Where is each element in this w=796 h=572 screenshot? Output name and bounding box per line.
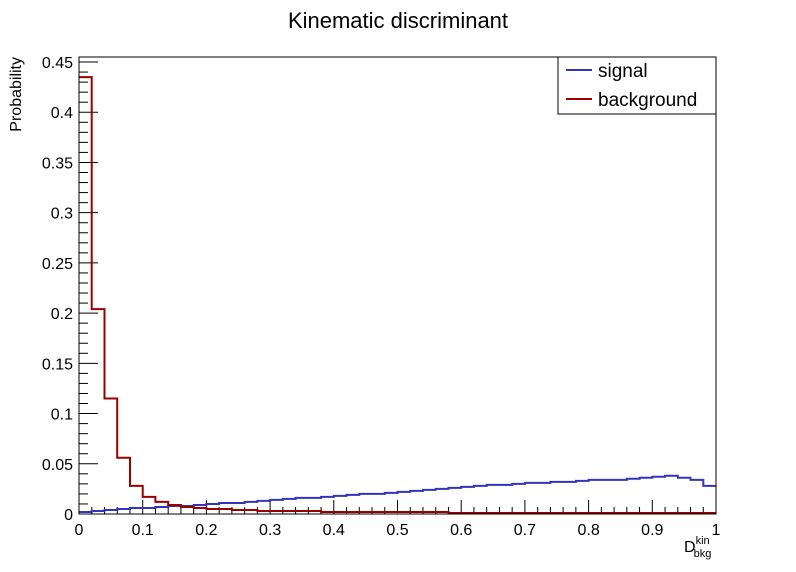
x-tick-label: 0.9 (641, 522, 663, 539)
y-axis-label: Probability (8, 57, 25, 132)
x-tick-label: 0.5 (386, 522, 408, 539)
y-tick-label: 0.05 (42, 457, 73, 474)
x-tick-label: 0.7 (514, 522, 536, 539)
legend-label-signal: signal (598, 61, 648, 82)
y-tick-label: 0.45 (42, 55, 73, 72)
y-tick-label: 0.3 (51, 206, 73, 223)
legend-label-background: background (598, 90, 697, 111)
series-group (79, 76, 716, 514)
x-axis-label-main: D (684, 539, 696, 556)
x-axis-label-subscript: bkg (694, 548, 712, 560)
y-tick-label: 0 (64, 507, 73, 524)
x-tick-label: 0.4 (323, 522, 345, 539)
tick-labels: 0 0.1 0.2 0.3 0.4 0.5 0.6 0.7 0.8 0.9 1 0 0.05 0.1 0.1… (42, 55, 721, 539)
chart-title: Kinematic discriminant (288, 8, 508, 33)
x-tick-label: 0.6 (450, 522, 472, 539)
x-tick-label: 1 (712, 522, 721, 539)
y-tick-label: 0.2 (51, 306, 73, 323)
y-tick-label: 0.1 (51, 407, 73, 424)
legend-box (557, 56, 717, 115)
x-tick-label: 0 (75, 522, 84, 539)
x-tick-label: 0.8 (577, 522, 599, 539)
y-tick-label: 0.35 (42, 155, 73, 172)
y-tick-label: 0.15 (42, 356, 73, 373)
x-axis-label-superscript: kin (696, 535, 710, 547)
y-tick-label: 0.4 (51, 105, 73, 122)
legend: signal background (557, 56, 717, 115)
x-tick-label: 0.1 (132, 522, 154, 539)
axis-ticks (78, 61, 717, 515)
x-axis-label: Dkin bkg (684, 535, 711, 560)
series-line-background (79, 76, 716, 514)
x-tick-label: 0.3 (259, 522, 281, 539)
y-tick-label: 0.25 (42, 256, 73, 273)
x-tick-label: 0.2 (195, 522, 217, 539)
plot-frame (78, 56, 717, 515)
